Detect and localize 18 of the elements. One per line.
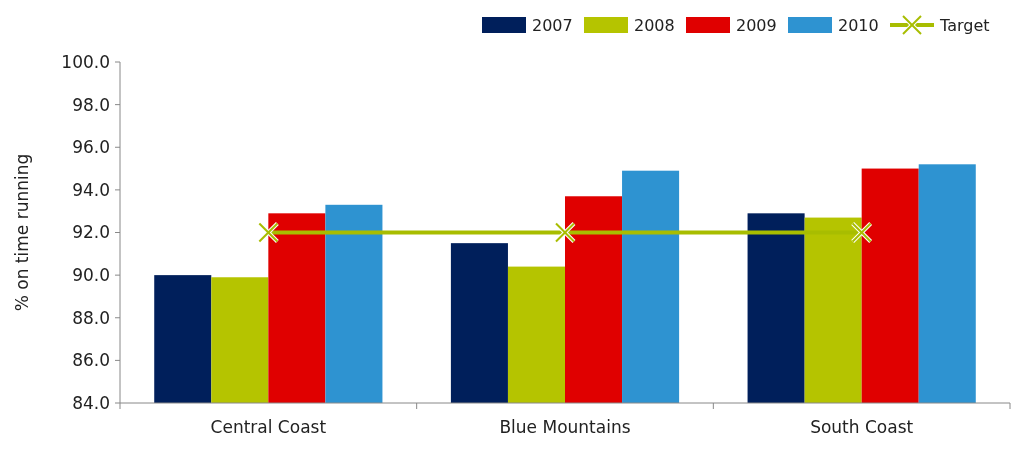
legend-label: 2010 <box>838 15 879 35</box>
y-tick-label: 94.0 <box>72 179 110 200</box>
x-tick-label: Central Coast <box>210 417 327 437</box>
x-tick-label: Blue Mountains <box>499 417 631 437</box>
y-tick-label: 90.0 <box>72 265 110 286</box>
legend-label: 2009 <box>736 15 777 35</box>
legend-label: 2007 <box>532 15 573 35</box>
x-tick-label: South Coast <box>810 417 914 437</box>
legend-label: 2008 <box>634 15 675 35</box>
y-tick-label: 92.0 <box>72 222 110 243</box>
y-tick-label: 96.0 <box>72 137 110 158</box>
y-tick-label: 98.0 <box>72 94 110 115</box>
y-tick-label: 100.0 <box>61 51 110 72</box>
y-tick-label: 86.0 <box>72 350 110 371</box>
legend-label: Target <box>939 15 990 35</box>
y-axis-title: % on time running <box>12 153 32 312</box>
y-tick-label: 88.0 <box>72 307 110 328</box>
y-tick-label: 84.0 <box>72 392 110 413</box>
